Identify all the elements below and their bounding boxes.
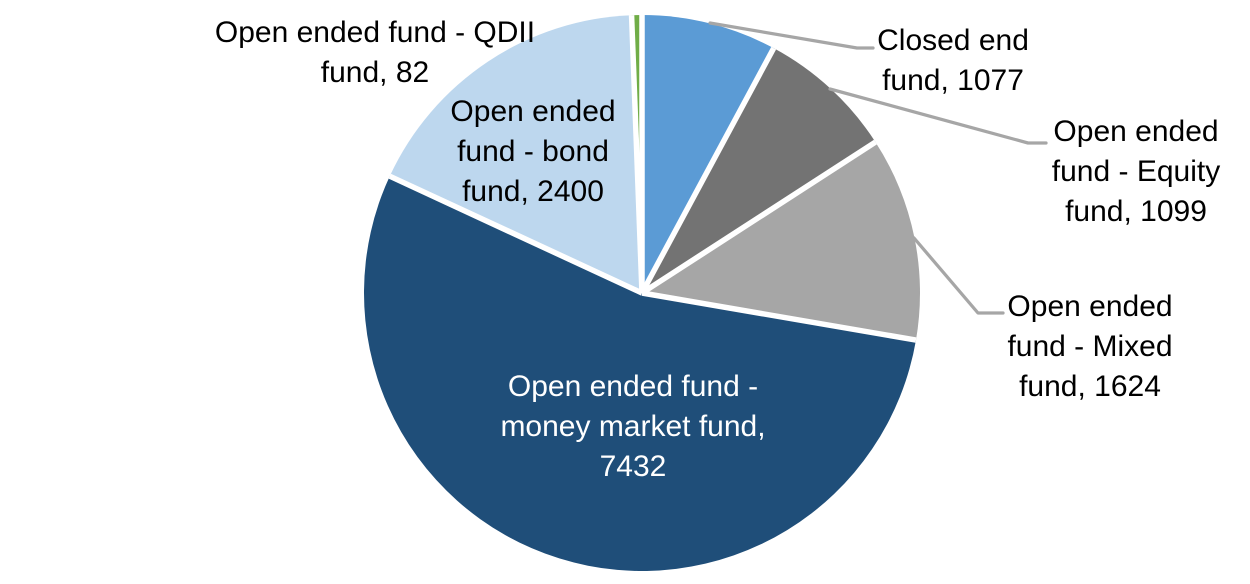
slice-separator (388, 173, 644, 296)
data-label-money-market-fund: Open ended fund - money market fund, 743… (500, 370, 766, 483)
pie-slice-money-market-fund[interactable] (363, 176, 916, 572)
pie-slice-equity-fund[interactable] (642, 48, 876, 293)
data-label-mixed-fund: Open ended fund - Mixed fund, 1624 (1007, 290, 1173, 403)
data-label-equity-fund: Open ended fund - Equity fund, 1099 (1051, 115, 1221, 228)
pie-slice-mixed-fund[interactable] (642, 142, 920, 341)
slice-separator (641, 290, 917, 343)
pie-slice-closed-end-fund[interactable] (642, 15, 774, 293)
slice-separator (640, 139, 877, 296)
data-label-bond-fund: Open ended fund - bond fund, 2400 (450, 95, 616, 208)
pie-slice-bond-fund[interactable] (389, 15, 642, 293)
data-label-qdii-fund: Open ended fund - QDII fund, 82 (214, 16, 536, 89)
leader-line-equity-fund (828, 87, 1048, 145)
slice-separator (628, 15, 645, 294)
data-label-closed-end-fund: Closed end fund, 1077 (877, 24, 1029, 97)
slice-separator (639, 46, 777, 295)
leader-line-closed-end-fund (708, 21, 875, 50)
slice-separators (388, 15, 917, 343)
leader-line-mixed-fund (912, 236, 1005, 315)
